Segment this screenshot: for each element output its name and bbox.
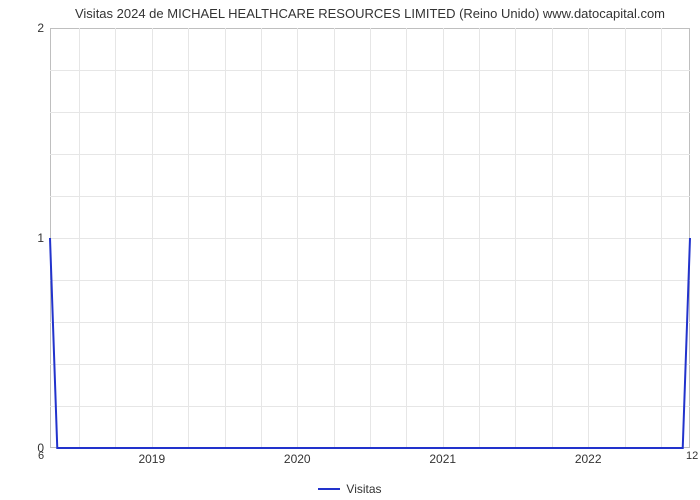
y-tick-label: 2 — [4, 21, 44, 35]
y-tick-label: 1 — [4, 231, 44, 245]
x-corner-right-label: 12 — [686, 450, 698, 462]
chart-title: Visitas 2024 de MICHAEL HEALTHCARE RESOU… — [50, 6, 690, 21]
x-corner-left-label: 6 — [38, 450, 44, 462]
x-tick-label: 2022 — [575, 452, 602, 466]
chart-plot-area — [50, 28, 690, 448]
line-series — [50, 28, 690, 448]
legend-swatch — [318, 488, 340, 490]
legend-label: Visitas — [346, 482, 381, 496]
x-tick-label: 2021 — [429, 452, 456, 466]
x-tick-label: 2019 — [138, 452, 165, 466]
x-tick-label: 2020 — [284, 452, 311, 466]
legend: Visitas — [0, 482, 700, 496]
